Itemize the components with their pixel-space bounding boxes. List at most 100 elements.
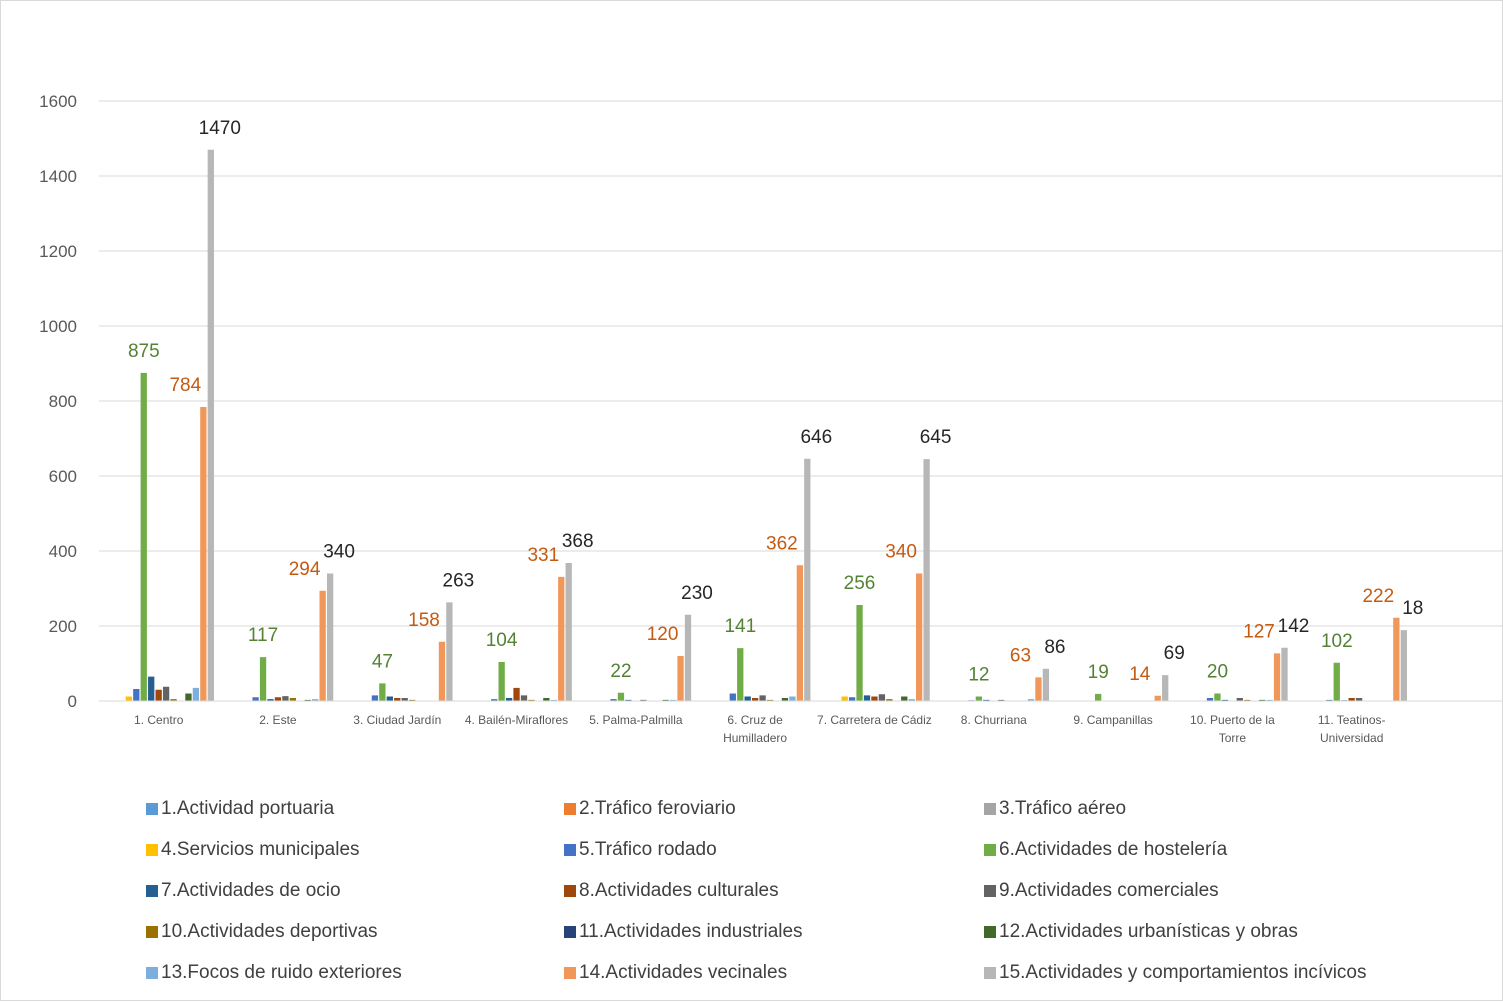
y-axis-ticks: 0 200 400 600 800 1000 1200 1400 1600 bbox=[39, 92, 77, 711]
bar bbox=[170, 699, 177, 702]
legend-swatch bbox=[984, 885, 996, 897]
y-tick-label: 0 bbox=[68, 692, 77, 711]
legend-label: 2.Tráfico feroviario bbox=[579, 798, 736, 819]
bar bbox=[1266, 699, 1273, 702]
bar bbox=[752, 698, 759, 701]
data-label: 340 bbox=[885, 542, 917, 563]
legend-label: 13.Focos de ruido exteriores bbox=[161, 962, 402, 983]
bar bbox=[610, 699, 617, 702]
data-label: 20 bbox=[1207, 662, 1228, 683]
legend-label: 4.Servicios municipales bbox=[161, 839, 360, 860]
bar bbox=[662, 699, 669, 702]
bar bbox=[1393, 617, 1400, 701]
legend-item: 1.Actividad portuaria bbox=[146, 796, 334, 822]
bar bbox=[155, 689, 162, 701]
data-label: 69 bbox=[1164, 643, 1185, 664]
legend-item: 10.Actividades deportivas bbox=[146, 919, 378, 945]
y-tick-label: 800 bbox=[49, 392, 77, 411]
data-label: 19 bbox=[1088, 662, 1109, 683]
x-tick-label: Torre bbox=[1219, 731, 1247, 745]
x-tick-label: 11. Teatinos- bbox=[1318, 713, 1386, 727]
bar bbox=[267, 699, 274, 702]
bar bbox=[1400, 630, 1407, 702]
bar bbox=[319, 590, 326, 701]
bar bbox=[901, 696, 908, 701]
bar bbox=[923, 459, 930, 702]
data-label: 646 bbox=[800, 427, 832, 448]
bar bbox=[1259, 699, 1266, 702]
bar bbox=[759, 695, 766, 702]
legend-item: 12.Actividades urbanísticas y obras bbox=[984, 919, 1298, 945]
bar bbox=[185, 693, 192, 701]
bar bbox=[737, 648, 744, 702]
bar bbox=[148, 676, 155, 702]
bar bbox=[1214, 693, 1221, 701]
y-tick-label: 1400 bbox=[39, 167, 77, 186]
data-label: 222 bbox=[1362, 586, 1394, 607]
bar bbox=[1042, 668, 1050, 701]
data-label: 362 bbox=[766, 533, 798, 554]
bar bbox=[804, 458, 811, 701]
bar bbox=[543, 698, 550, 701]
data-label: 104 bbox=[486, 630, 518, 651]
bar bbox=[1162, 675, 1169, 702]
bar bbox=[1348, 698, 1355, 701]
bar bbox=[983, 699, 990, 702]
legend-label: 1.Actividad portuaria bbox=[161, 798, 335, 819]
bar bbox=[998, 699, 1005, 702]
bar bbox=[133, 689, 140, 701]
bar bbox=[1281, 647, 1288, 701]
bar bbox=[1355, 698, 1363, 701]
legend-swatch bbox=[564, 844, 576, 856]
data-label: 47 bbox=[372, 651, 393, 672]
legend-item: 11.Actividades industriales bbox=[564, 919, 803, 945]
bar bbox=[192, 687, 200, 702]
legend-swatch bbox=[146, 844, 158, 856]
legend-label: 11.Actividades industriales bbox=[579, 921, 803, 942]
legend-item: 13.Focos de ruido exteriores bbox=[146, 960, 402, 986]
bar bbox=[282, 696, 289, 702]
data-label: 294 bbox=[289, 559, 321, 580]
legend-swatch bbox=[564, 803, 576, 815]
x-tick-label: 2. Este bbox=[259, 713, 297, 727]
bar bbox=[125, 696, 132, 701]
bar bbox=[252, 697, 259, 701]
bar bbox=[886, 699, 893, 702]
legend-item: 7.Actividades de ocio bbox=[146, 878, 341, 904]
bar bbox=[848, 697, 856, 701]
x-axis-ticks: 1. Centro 2. Este 3. Ciudad Jardín 4. Bailé… bbox=[99, 700, 1503, 745]
data-label: 86 bbox=[1044, 637, 1065, 658]
data-label: 12 bbox=[968, 665, 989, 686]
legend-label: 5.Tráfico rodado bbox=[579, 839, 717, 860]
data-label: 63 bbox=[1010, 645, 1031, 666]
bar bbox=[625, 699, 632, 702]
bar bbox=[1206, 698, 1214, 701]
data-label: 340 bbox=[323, 542, 355, 563]
bar bbox=[1221, 699, 1229, 702]
bar bbox=[878, 694, 886, 701]
bar bbox=[796, 565, 803, 701]
legend-label: 12.Actividades urbanísticas y obras bbox=[999, 921, 1298, 942]
data-label: 141 bbox=[724, 616, 756, 637]
y-tick-label: 200 bbox=[49, 617, 77, 636]
x-tick-label: 4. Bailén-Miraflores bbox=[465, 713, 568, 727]
y-tick-label: 1000 bbox=[39, 317, 77, 336]
data-label: 117 bbox=[248, 625, 278, 646]
legend-item: 15.Actividades y comportamientos incívic… bbox=[984, 960, 1367, 986]
bar bbox=[863, 695, 871, 702]
legend-swatch bbox=[146, 803, 158, 815]
bar bbox=[274, 697, 282, 701]
bar bbox=[789, 696, 796, 701]
data-label: 120 bbox=[647, 624, 679, 645]
bar bbox=[1236, 698, 1243, 701]
bar bbox=[140, 372, 147, 702]
bar bbox=[491, 699, 498, 702]
data-label: 158 bbox=[408, 610, 440, 631]
legend-item: 14.Actividades vecinales bbox=[564, 960, 787, 986]
bar bbox=[916, 573, 923, 701]
bar bbox=[1027, 699, 1035, 702]
legend-swatch bbox=[146, 967, 158, 979]
data-label: 331 bbox=[527, 545, 559, 566]
x-tick-label: 10. Puerto de la bbox=[1190, 713, 1275, 727]
